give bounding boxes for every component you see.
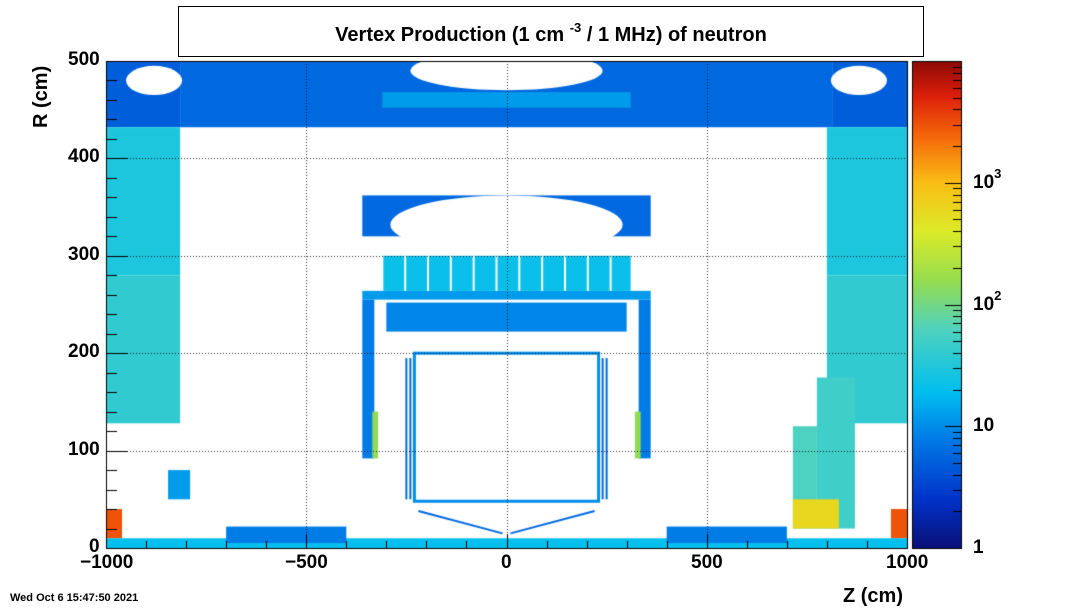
y-tick-label: 400	[68, 146, 100, 167]
x-tick-label: 500	[691, 552, 723, 573]
x-tick-label: 1000	[886, 552, 929, 573]
y-tick-label: 300	[68, 244, 100, 265]
colorbar-tick-exponent: 2	[994, 288, 1002, 303]
colorbar-tick-label: 1	[973, 537, 984, 559]
title-prefix: Vertex Production (1 cm	[335, 24, 565, 46]
colorbar-tick-exponent: 3	[994, 166, 1002, 181]
y-tick-label: 200	[68, 341, 100, 362]
colorbar-tick-label: 10	[973, 415, 994, 437]
colorbar-tick-label: 102	[973, 288, 1001, 316]
chart-title-box: Vertex Production (1 cm -3 / 1 MHz) of n…	[178, 6, 924, 57]
colorbar-tick-base: 10	[973, 415, 995, 436]
y-tick-label: 100	[68, 439, 100, 460]
x-axis-label: Z (cm)	[843, 585, 903, 607]
title-exponent: -3	[569, 20, 582, 35]
colorbar-tick-base: 10	[973, 294, 995, 315]
chart-title: Vertex Production (1 cm -3 / 1 MHz) of n…	[179, 20, 923, 47]
colorbar-tick-base: 10	[973, 172, 995, 193]
title-suffix: / 1 MHz) of neutron	[586, 24, 767, 46]
x-tick-label: −1000	[80, 552, 134, 573]
colorbar-tick-label: 103	[973, 166, 1001, 194]
colorbar-tick-base: 1	[973, 537, 984, 558]
timestamp: Wed Oct 6 15:47:50 2021	[10, 592, 139, 604]
x-tick-label: 0	[501, 552, 512, 573]
y-tick-label: 0	[89, 536, 100, 557]
x-tick-label: −500	[285, 552, 328, 573]
y-axis-label: R (cm)	[30, 65, 52, 128]
y-tick-label: 500	[68, 49, 100, 70]
